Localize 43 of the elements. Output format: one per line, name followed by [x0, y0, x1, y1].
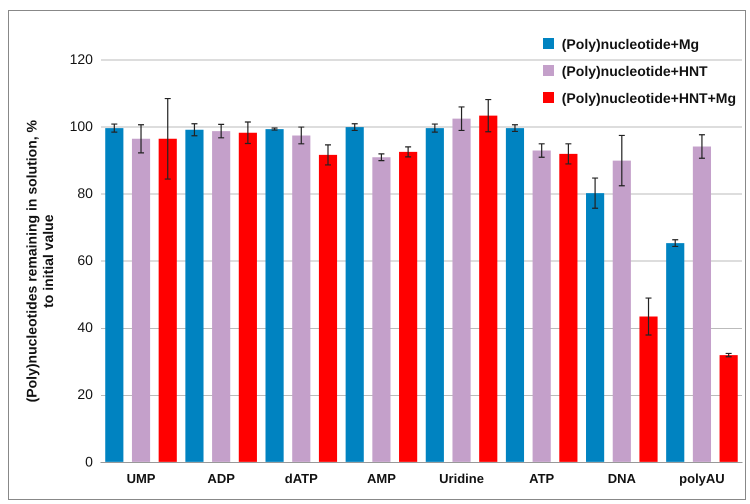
y-tick-label: 100: [70, 118, 94, 134]
bar: [132, 138, 150, 462]
x-tick-label: Uridine: [439, 470, 484, 486]
y-tick-label: 20: [77, 386, 94, 402]
y-tick-label: 0: [85, 453, 94, 470]
x-tick-label: AMP: [366, 470, 396, 486]
legend-label: (Poly)nucleotide+HNT+Mg: [562, 90, 736, 106]
bar: [185, 130, 204, 462]
x-tick-label: UMP: [126, 470, 156, 486]
bar: [318, 154, 338, 462]
y-tick-label: 60: [77, 252, 94, 268]
bar: [720, 355, 738, 462]
bar: [426, 128, 444, 462]
bar: [452, 118, 471, 462]
bar: [212, 131, 230, 462]
legend-label: (Poly)nucleotide+Mg: [562, 36, 700, 52]
bar: [479, 116, 498, 462]
bar: [158, 138, 177, 462]
x-tick-label: DNA: [608, 470, 636, 486]
bar: [105, 128, 124, 462]
bar: [666, 243, 684, 462]
bar: [238, 132, 257, 462]
bar: [372, 157, 390, 462]
y-tick-label: 40: [77, 319, 94, 336]
bar: [292, 135, 310, 462]
x-tick-label: dATP: [284, 470, 318, 486]
y-tick-label: 120: [70, 50, 94, 67]
bar: [612, 160, 631, 462]
bar: [506, 128, 524, 462]
bar: [559, 154, 578, 462]
bar: [265, 129, 284, 462]
x-tick-label: polyAU: [679, 470, 725, 486]
bar: [346, 127, 364, 462]
bar: [399, 152, 418, 462]
x-tick-label: ADP: [207, 470, 236, 486]
bar: [639, 316, 658, 462]
x-tick-label: ATP: [529, 470, 555, 486]
y-axis-title: (Poly)nucleotides remaining in solution, % to initial value: [23, 119, 56, 402]
y-tick-label: 80: [77, 184, 94, 201]
legend-label: (Poly)nucleotide+HNT: [562, 62, 708, 78]
bar: [532, 150, 551, 462]
bar: [692, 146, 712, 462]
bar: [586, 193, 604, 462]
